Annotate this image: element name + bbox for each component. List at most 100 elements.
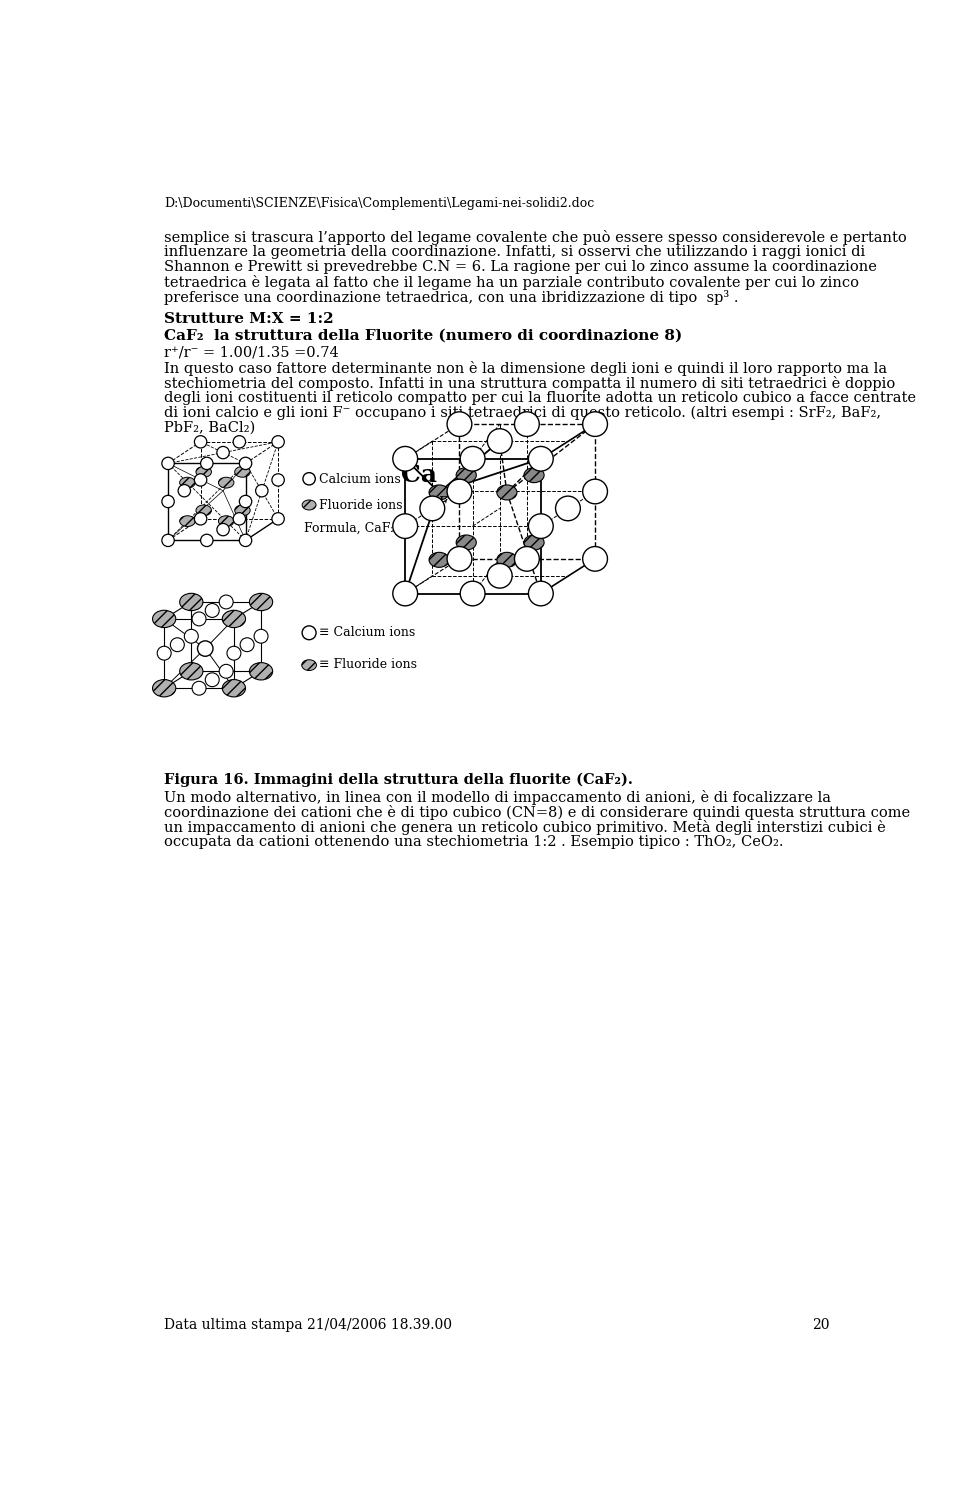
Circle shape (198, 641, 213, 656)
Circle shape (528, 513, 553, 539)
Ellipse shape (302, 500, 316, 510)
Ellipse shape (301, 660, 317, 671)
Circle shape (272, 512, 284, 525)
Text: Data ultima stampa 21/04/2006 18.39.00: Data ultima stampa 21/04/2006 18.39.00 (164, 1317, 452, 1332)
Circle shape (239, 534, 252, 546)
Ellipse shape (223, 680, 246, 698)
Circle shape (488, 563, 512, 588)
Circle shape (528, 446, 553, 472)
Ellipse shape (250, 593, 273, 611)
Circle shape (205, 672, 219, 687)
Circle shape (528, 581, 553, 606)
Circle shape (515, 546, 540, 572)
Ellipse shape (234, 504, 251, 516)
Circle shape (162, 534, 175, 546)
Ellipse shape (524, 467, 544, 482)
Circle shape (179, 485, 190, 497)
Text: stechiometria del composto. Infatti in una struttura compatta il numero di siti : stechiometria del composto. Infatti in u… (164, 376, 896, 391)
Circle shape (227, 647, 241, 660)
Circle shape (460, 581, 485, 606)
Ellipse shape (429, 552, 449, 567)
Circle shape (302, 626, 316, 639)
Circle shape (217, 446, 229, 458)
Circle shape (447, 479, 472, 504)
Ellipse shape (497, 485, 517, 500)
Circle shape (233, 436, 246, 448)
Ellipse shape (196, 467, 211, 478)
Ellipse shape (180, 593, 203, 611)
Ellipse shape (180, 478, 195, 488)
Text: di ioni calcio e gli ioni F⁻ occupano i siti tetraedrici di questo reticolo. (al: di ioni calcio e gli ioni F⁻ occupano i … (164, 406, 881, 421)
Ellipse shape (180, 516, 195, 527)
Ellipse shape (429, 485, 449, 500)
Circle shape (170, 638, 184, 651)
Circle shape (192, 681, 206, 695)
Circle shape (583, 546, 608, 572)
Circle shape (192, 612, 206, 626)
Text: occupata da cationi ottenendo una stechiometria 1:2 . Esempio tipico : ThO₂, CeO: occupata da cationi ottenendo una stechi… (164, 835, 783, 849)
Circle shape (393, 581, 418, 606)
Ellipse shape (153, 680, 176, 698)
Circle shape (217, 524, 229, 536)
Circle shape (272, 473, 284, 487)
Text: Fluoride ions: Fluoride ions (319, 499, 402, 512)
Circle shape (205, 603, 219, 617)
Ellipse shape (180, 663, 203, 680)
Ellipse shape (524, 534, 544, 549)
Circle shape (219, 594, 233, 609)
Ellipse shape (196, 504, 211, 516)
Text: influenzare la geometria della coordinazione. Infatti, si osservi che utilizzand: influenzare la geometria della coordinaz… (164, 244, 865, 259)
Circle shape (255, 485, 268, 497)
Circle shape (393, 446, 418, 472)
Text: D:\Documenti\SCIENZE\Fisica\Complementi\Legami-nei-solidi2.doc: D:\Documenti\SCIENZE\Fisica\Complementi\… (164, 196, 594, 210)
Circle shape (556, 496, 581, 521)
Text: ≡ Calcium ions: ≡ Calcium ions (319, 626, 416, 639)
Ellipse shape (223, 611, 246, 627)
Circle shape (583, 412, 608, 437)
Circle shape (393, 513, 418, 539)
Circle shape (515, 412, 540, 437)
Circle shape (195, 473, 206, 487)
Circle shape (201, 457, 213, 470)
Ellipse shape (219, 516, 234, 527)
Text: r⁺/r⁻ = 1.00/1.35 =0.74: r⁺/r⁻ = 1.00/1.35 =0.74 (164, 346, 339, 359)
Circle shape (219, 665, 233, 678)
Ellipse shape (456, 534, 476, 549)
Ellipse shape (456, 467, 476, 482)
Text: Formula, CaF₂: Formula, CaF₂ (304, 522, 396, 534)
Circle shape (233, 512, 246, 525)
Text: Calcium ions: Calcium ions (319, 473, 401, 485)
Circle shape (488, 428, 512, 454)
Circle shape (184, 629, 199, 644)
Ellipse shape (497, 552, 517, 567)
Circle shape (239, 457, 252, 470)
Circle shape (162, 496, 175, 507)
Circle shape (195, 436, 206, 448)
Circle shape (583, 479, 608, 504)
Text: coordinazione dei cationi che è di tipo cubico (CN=8) e di considerare quindi qu: coordinazione dei cationi che è di tipo … (164, 805, 910, 820)
Text: CaF₂  la struttura della Fluorite (numero di coordinazione 8): CaF₂ la struttura della Fluorite (numero… (164, 329, 683, 343)
Text: Ca: Ca (401, 463, 438, 487)
Circle shape (195, 512, 206, 525)
Text: In questo caso fattore determinante non è la dimensione degli ioni e quindi il l: In questo caso fattore determinante non … (164, 361, 887, 376)
Circle shape (272, 436, 284, 448)
Text: Figura 16. Immagini della struttura della fluorite (CaF₂).: Figura 16. Immagini della struttura dell… (164, 772, 633, 787)
Ellipse shape (153, 611, 176, 627)
Text: degli ioni costituenti il reticolo compatto per cui la fluorite adotta un retico: degli ioni costituenti il reticolo compa… (164, 391, 916, 404)
Text: tetraedrica è legata al fatto che il legame ha un parziale contributo covalente : tetraedrica è legata al fatto che il leg… (164, 275, 859, 290)
Ellipse shape (234, 467, 251, 478)
Circle shape (240, 638, 254, 651)
Text: Shannon e Prewitt si prevedrebbe C.N = 6. La ragione per cui lo zinco assume la : Shannon e Prewitt si prevedrebbe C.N = 6… (164, 259, 877, 274)
Circle shape (303, 473, 315, 485)
Circle shape (157, 647, 171, 660)
Text: un impaccamento di anioni che genera un reticolo cubico primitivo. Metà degli in: un impaccamento di anioni che genera un … (164, 820, 886, 835)
Text: semplice si trascura l’apporto del legame covalente che può essere spesso consid: semplice si trascura l’apporto del legam… (164, 229, 907, 244)
Text: PbF₂, BaCl₂): PbF₂, BaCl₂) (164, 421, 255, 434)
Circle shape (239, 496, 252, 507)
Circle shape (254, 629, 268, 644)
Text: ≡ Fluoride ions: ≡ Fluoride ions (319, 659, 418, 671)
Circle shape (447, 412, 472, 437)
Text: F: F (437, 496, 447, 510)
Text: Strutture M:X = 1:2: Strutture M:X = 1:2 (164, 313, 334, 326)
Text: Un modo alternativo, in linea con il modello di impaccamento di anioni, è di foc: Un modo alternativo, in linea con il mod… (164, 790, 831, 805)
